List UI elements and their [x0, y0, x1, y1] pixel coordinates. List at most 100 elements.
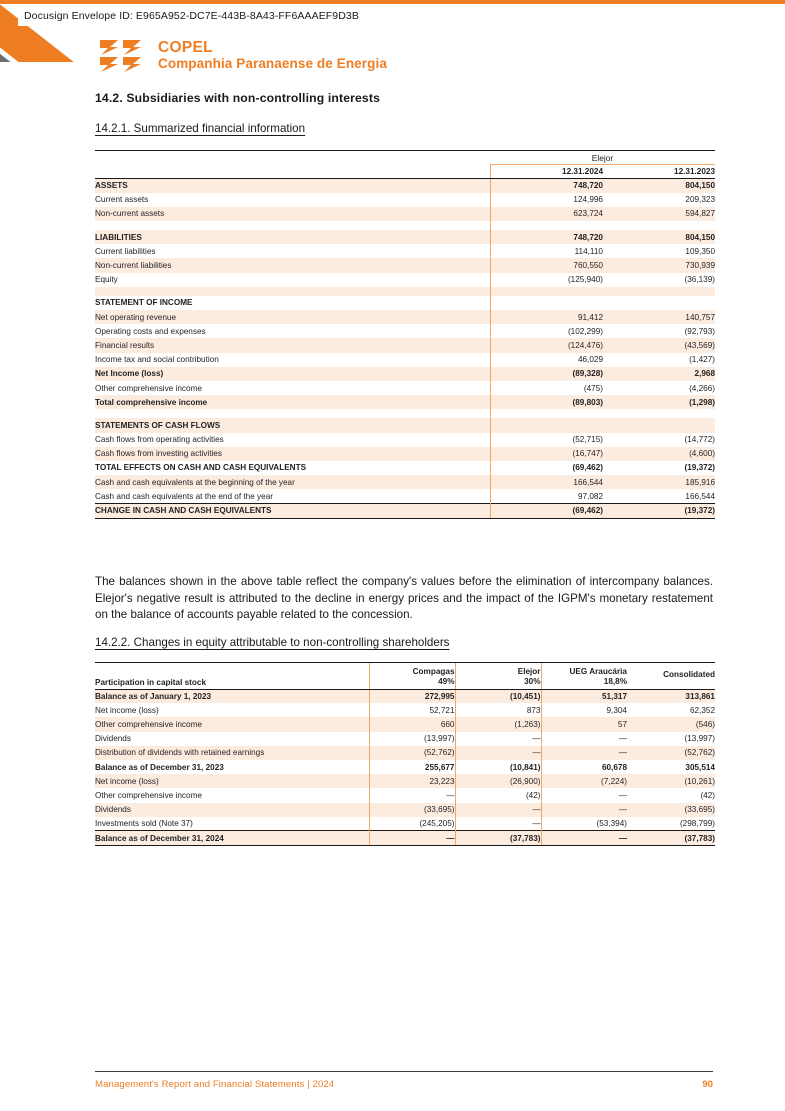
row-value: 748,720: [489, 230, 603, 245]
copel-logo-text: COPEL Companhia Paranaense de Energia: [158, 40, 387, 71]
row-value: (42): [454, 788, 541, 803]
row-value: 594,827: [685, 209, 716, 219]
row-value: (26,900): [454, 774, 541, 789]
table-row: Other comprehensive income — (42) — (42): [95, 788, 715, 803]
row-value: (33,695): [684, 805, 716, 815]
row-value: [489, 418, 603, 433]
table-row: STATEMENT OF INCOME: [95, 295, 716, 310]
table-row: Equity (125,940) (36,139): [95, 272, 716, 287]
row-value: (92,793): [684, 326, 716, 336]
table2-col-ueg: UEG Araucária 18,8%: [540, 662, 627, 689]
table-row: Other comprehensive income (475) (4,266): [95, 380, 716, 396]
subsection-heading-1: 14.2.1. Summarized financial information: [95, 122, 306, 135]
row-value: [489, 221, 603, 231]
row-label: Financial results: [95, 340, 155, 350]
row-label: STATEMENTS OF CASH FLOWS: [95, 420, 221, 430]
table2-col-compagas-name: Compagas: [412, 666, 455, 676]
row-value: (7,224): [540, 774, 627, 789]
row-value: 109,350: [685, 246, 716, 256]
changes-in-equity-table: Participation in capital stock Compagas …: [95, 662, 715, 846]
row-label: Operating costs and expenses: [95, 326, 206, 336]
table1-col-2023: 12.31.2023: [603, 164, 716, 179]
row-value: (53,394): [540, 816, 627, 831]
table1-col-2024: 12.31.2024: [489, 164, 603, 179]
table-row: Total comprehensive income (89,803) (1,298…: [95, 395, 716, 410]
row-value: —: [540, 745, 627, 760]
row-value: [603, 418, 715, 432]
footer-title: Management's Report and Financial Statem…: [95, 1079, 335, 1090]
row-value: (16,747): [489, 446, 603, 461]
row-value: 62,352: [689, 705, 715, 715]
row-value: —: [540, 802, 627, 817]
table-row: Cash and cash equivalents at the end of …: [95, 489, 716, 504]
row-value: —: [454, 745, 541, 760]
row-value: (245,205): [368, 816, 455, 831]
row-value: 166,544: [489, 475, 603, 490]
row-label: Dividends: [95, 734, 131, 744]
table-row: TOTAL EFFECTS ON CASH AND CASH EQUIVALEN…: [95, 460, 716, 476]
row-label: Balance as of January 1, 2023: [95, 691, 212, 701]
row-label: Current assets: [95, 195, 149, 205]
logo-line-1: COPEL: [158, 39, 213, 57]
row-label: ASSETS: [95, 181, 128, 191]
table2-body: Balance as of January 1, 2023 272,995 (10,…: [95, 689, 715, 846]
row-value: [489, 286, 603, 296]
table-row: Net operating revenue 91,412 140,757: [95, 310, 716, 325]
table-row: Net income (loss) 52,721 873 9,304 62,352: [95, 703, 715, 718]
row-value: 804,150: [685, 232, 716, 242]
row-value: 2,968: [694, 369, 716, 379]
row-value: 140,757: [685, 312, 716, 322]
row-value: (52,762): [368, 745, 455, 760]
logo-line-2: Companhia Paranaense de Energia: [158, 56, 387, 72]
table1-column-header-row: 12.31.2024 12.31.2023: [95, 164, 716, 179]
row-label: TOTAL EFFECTS ON CASH AND CASH EQUIVALEN…: [95, 463, 307, 473]
row-value: (124,476): [489, 338, 603, 353]
row-value: [603, 409, 715, 418]
explanatory-paragraph: The balances shown in the above table re…: [95, 575, 713, 622]
row-value: [603, 296, 715, 310]
row-value: 9,304: [540, 703, 627, 718]
row-label: Cash and cash equivalents at the end of …: [95, 491, 273, 501]
row-value: [603, 287, 715, 296]
row-value: (4,600): [689, 449, 716, 459]
row-value: —: [540, 830, 627, 846]
subsection-heading-2: 14.2.2. Changes in equity attributable t…: [95, 636, 450, 649]
row-label: Other comprehensive income: [95, 383, 202, 393]
row-label: STATEMENT OF INCOME: [95, 298, 193, 308]
table-row: Current liabilities 114,110 109,350: [95, 244, 716, 259]
row-label: Non-current liabilities: [95, 261, 172, 271]
row-value: 166,544: [685, 491, 716, 501]
table-row: Current assets 124,996 209,323: [95, 192, 716, 207]
table-row: Investments sold (Note 37) (245,205) — (53,…: [95, 816, 715, 831]
table2-col-consolidated-name: Consolidated: [663, 669, 715, 679]
table2-column-header-row: Participation in capital stock Compagas …: [95, 662, 715, 689]
row-label: Other comprehensive income: [95, 719, 202, 729]
row-value: [489, 409, 603, 419]
table2-bottom-rule-row: [95, 845, 715, 846]
table-row: Dividends (13,997) — — (13,997): [95, 731, 715, 746]
row-value: (37,783): [454, 830, 541, 846]
row-label: Current liabilities: [95, 246, 156, 256]
row-value: —: [540, 731, 627, 746]
row-value: (89,328): [489, 366, 603, 381]
table2-col-compagas: Compagas 49%: [368, 662, 455, 689]
row-value: (43,569): [684, 340, 716, 350]
row-value: (52,762): [684, 748, 716, 758]
table1: Elejor 12.31.2024 12.31.2023 ASSETS 748,7…: [95, 150, 716, 519]
row-value: 97,082: [489, 489, 603, 504]
table-row: Balance as of January 1, 2023 272,995 (10,…: [95, 689, 715, 704]
row-value: 57: [540, 717, 627, 732]
table-row: Balance as of December 31, 2024— (37,783)…: [95, 830, 715, 846]
table-row: Non-current assets 623,724 594,827: [95, 206, 716, 222]
row-label: Net Income (loss): [95, 369, 164, 379]
row-label: Income tax and social contribution: [95, 355, 219, 365]
table1-corner-cell: [95, 150, 490, 165]
row-value: 52,721: [368, 703, 455, 718]
table2-bottom-rule: [95, 845, 715, 846]
summarized-financial-information-table: Elejor 12.31.2024 12.31.2023 ASSETS 748,7…: [95, 150, 716, 519]
page-top-rule: [0, 0, 785, 4]
table-row: Cash flows from investing activities (16,…: [95, 446, 716, 461]
row-label: Dividends: [95, 805, 131, 815]
row-value: (125,940): [489, 272, 603, 287]
table-row: [95, 221, 716, 231]
